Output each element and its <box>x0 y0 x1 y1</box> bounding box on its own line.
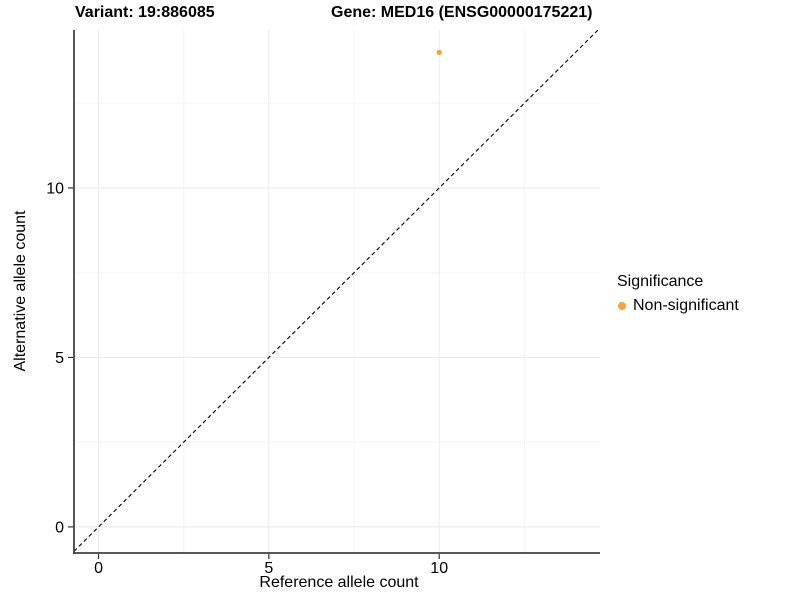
data-point <box>436 49 442 55</box>
x-tick-label: 0 <box>94 560 103 577</box>
plot-title-gene: Gene: MED16 (ENSG00000175221) <box>331 4 593 21</box>
y-tick-label: 10 <box>46 180 64 197</box>
legend-title: Significance <box>617 273 704 290</box>
legend-point-icon <box>618 302 626 310</box>
y-tick-label: 5 <box>55 350 64 367</box>
x-tick-label: 5 <box>264 560 273 577</box>
identity-dashed-line <box>73 29 599 552</box>
x-axis-title: Reference allele count <box>259 574 419 591</box>
plot-title-variant: Variant: 19:886085 <box>75 4 215 21</box>
y-axis-title: Alternative allele count <box>12 210 29 372</box>
x-tick-label: 10 <box>430 560 448 577</box>
y-tick-label: 0 <box>55 519 64 536</box>
legend-item-label: Non-significant <box>633 297 739 314</box>
legend: Significance Non-significant <box>617 273 739 315</box>
legend-item-non-significant: Non-significant <box>618 297 739 315</box>
